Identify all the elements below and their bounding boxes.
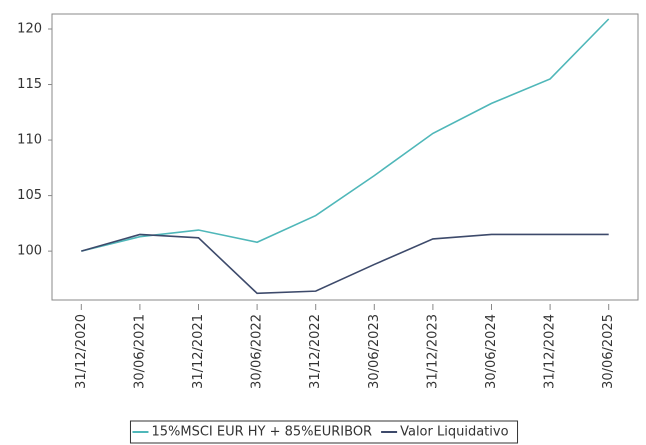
x-tick-label: 31/12/2023 [425, 314, 440, 389]
series-line [81, 233, 609, 295]
x-tick-label: 30/06/2022 [250, 314, 265, 389]
legend-box [129, 420, 519, 444]
x-tick-label: 31/12/2021 [191, 314, 206, 389]
y-tick-label: 120 [17, 21, 42, 36]
series-line [81, 18, 610, 252]
y-tick-label: 115 [17, 77, 42, 92]
legend-label: 15%MSCI EUR HY + 85%EURIBOR [151, 425, 372, 440]
x-tick-label: 31/12/2020 [74, 314, 89, 389]
x-tick-label: 30/06/2023 [367, 314, 382, 389]
y-tick-label: 100 [17, 244, 42, 259]
x-tick-label: 30/06/2024 [484, 314, 499, 389]
y-tick-label: 110 [17, 133, 42, 148]
x-tick-label: 31/12/2024 [543, 314, 558, 389]
x-tick-label: 30/06/2021 [132, 314, 147, 389]
x-tick-label: 30/06/2025 [601, 314, 616, 389]
y-tick-label: 105 [17, 188, 42, 203]
legend-label: Valor Liquidativo [400, 425, 508, 440]
plot-frame [51, 13, 639, 301]
x-tick-label: 31/12/2022 [308, 314, 323, 389]
